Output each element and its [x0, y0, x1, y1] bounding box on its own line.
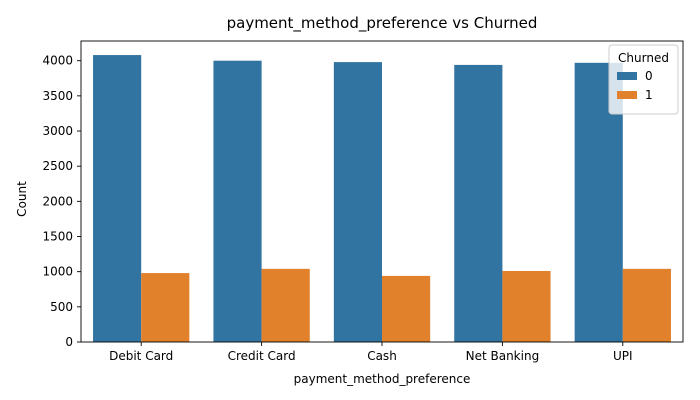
chart-title: payment_method_preference vs Churned — [227, 14, 538, 33]
legend-title: Churned — [618, 51, 669, 65]
y-tick-label: 1500 — [42, 230, 73, 244]
y-tick-label: 3000 — [42, 124, 73, 138]
bar-upi-churned-1 — [622, 268, 671, 342]
x-tick-label: UPI — [613, 349, 633, 363]
bar-credit-card-churned-0 — [213, 60, 262, 342]
bars-layer — [93, 55, 671, 343]
y-axis-label: Count — [15, 181, 29, 217]
x-tick-label: Debit Card — [109, 349, 173, 363]
y-tick-label: 0 — [65, 335, 73, 349]
legend-swatch-0 — [617, 72, 637, 80]
legend-label-0: 0 — [645, 69, 653, 83]
y-tick-label: 500 — [50, 300, 73, 314]
bar-cash-churned-1 — [382, 275, 431, 342]
y-tick-label: 4000 — [42, 54, 73, 68]
legend-swatch-1 — [617, 91, 637, 99]
y-tick-label: 2000 — [42, 194, 73, 208]
x-axis-label: payment_method_preference — [294, 372, 471, 386]
bar-debit-card-churned-0 — [93, 55, 142, 342]
x-tick-label: Credit Card — [228, 349, 296, 363]
bar-net-banking-churned-1 — [502, 270, 551, 342]
bar-credit-card-churned-1 — [261, 268, 310, 342]
x-tick-label: Cash — [367, 349, 397, 363]
bar-cash-churned-0 — [333, 62, 382, 342]
legend: Churned 0 1 — [608, 44, 679, 115]
y-tick-label: 1000 — [42, 265, 73, 279]
x-tick-label: Net Banking — [466, 349, 540, 363]
legend-label-1: 1 — [645, 88, 653, 102]
y-tick-label: 2500 — [42, 159, 73, 173]
bar-net-banking-churned-0 — [454, 64, 503, 342]
y-tick-label: 3500 — [42, 89, 73, 103]
bar-debit-card-churned-1 — [141, 273, 190, 342]
axes-layer: 0 500 1000 1500 2000 2500 3000 3500 4000 Debit Ca… — [42, 40, 684, 363]
